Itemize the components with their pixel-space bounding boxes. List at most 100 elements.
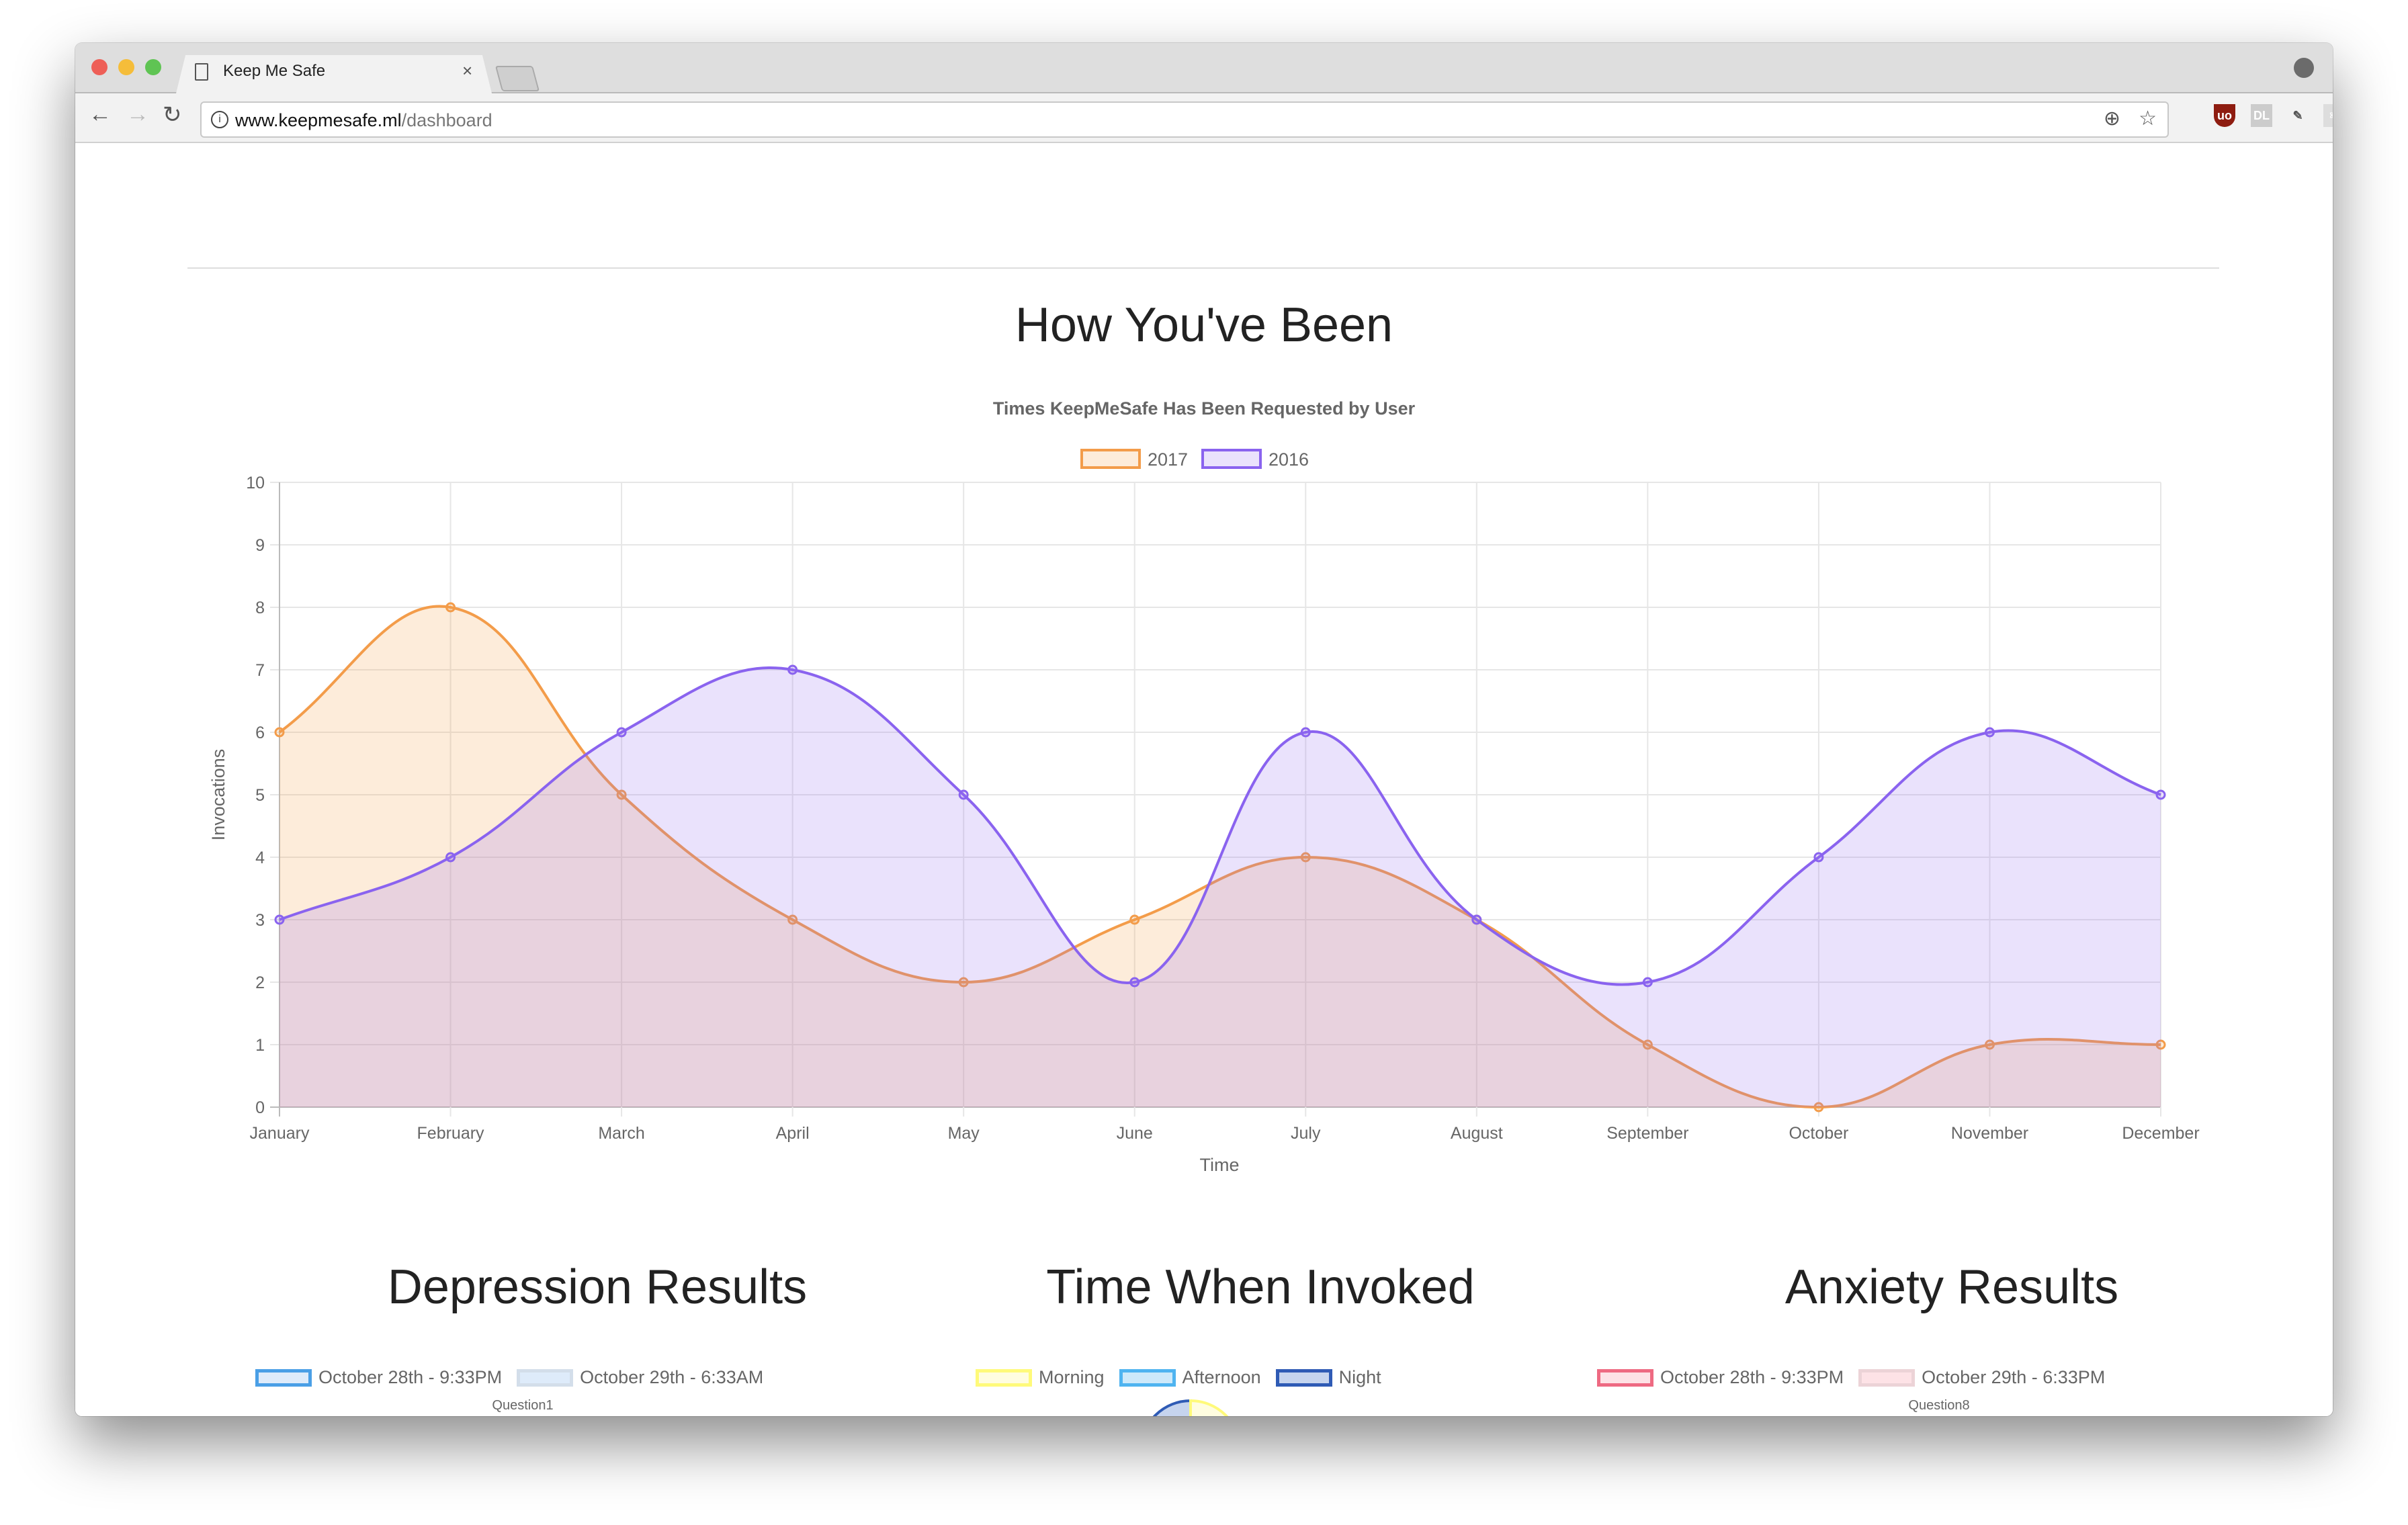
new-tab-button[interactable] [494, 66, 540, 91]
divider [187, 267, 2219, 269]
pie-slice-morning[interactable] [1189, 1399, 1240, 1416]
legend-label[interactable]: October 28th - 9:33PM [1660, 1367, 1844, 1387]
y-tick-label: 6 [255, 724, 265, 742]
legend-label[interactable]: October 29th - 6:33PM [1922, 1367, 2106, 1387]
y-tick-label: 3 [255, 911, 265, 930]
y-axis-label: Invocations [208, 749, 228, 841]
dl-icon[interactable]: DL [2251, 104, 2272, 127]
close-window-button[interactable] [91, 59, 108, 75]
document-icon [195, 63, 208, 81]
minimize-window-button[interactable] [118, 59, 134, 75]
y-tick-label: 1 [255, 1036, 265, 1055]
x-axis-label: Time [1200, 1155, 1240, 1175]
data-point-2016 [1813, 852, 1824, 863]
zoom-icon[interactable]: ⊕ [2103, 107, 2120, 130]
x-tick-label: September [1606, 1124, 1688, 1143]
back-button[interactable]: ← [89, 101, 112, 127]
chart-title: Times KeepMeSafe Has Been Requested by U… [993, 398, 1416, 419]
x-tick-label: April [776, 1124, 810, 1143]
legend-label[interactable]: Morning [1039, 1367, 1105, 1387]
anxiety-results-heading: Anxiety Results [1784, 1260, 2119, 1314]
legend-label[interactable]: Night [1338, 1367, 1381, 1387]
legend-swatch-2017 [1080, 449, 1141, 469]
address-bar[interactable]: i www.keepmesafe.ml/dashboard ⊕ ☆ [200, 101, 2169, 138]
data-point-2017 [445, 602, 456, 613]
depression-results-heading: Depression Results [387, 1260, 808, 1314]
data-point-2017 [958, 977, 969, 988]
legend-swatch[interactable] [255, 1368, 312, 1387]
x-tick-label: October [1789, 1124, 1848, 1143]
data-point-2016 [1129, 977, 1140, 988]
y-tick-label: 5 [255, 786, 265, 805]
y-tick-label: 4 [255, 848, 265, 867]
bookmark-star-icon[interactable]: ☆ [2139, 107, 2157, 130]
y-tick-label: 0 [255, 1098, 265, 1117]
legend-label[interactable]: Afternoon [1182, 1367, 1261, 1387]
x-tick-label: November [1951, 1124, 2028, 1143]
legend-swatch[interactable] [517, 1368, 574, 1387]
line-2016 [279, 666, 2161, 986]
data-point-2017 [1300, 852, 1311, 863]
data-point-2016 [1300, 727, 1311, 738]
info-icon[interactable]: i [211, 111, 228, 128]
legend-label[interactable]: October 29th - 6:33AM [580, 1367, 764, 1387]
time-when-invoked-heading: Time When Invoked [1046, 1260, 1475, 1314]
y-tick-label: 7 [255, 661, 265, 680]
browser-window: Keep Me Safe × ← → ↻ i www.keepmesafe.ml… [75, 43, 2333, 1416]
react-devtools-icon[interactable]: ⚛ [2323, 104, 2333, 127]
ublock-icon[interactable]: uo [2214, 104, 2235, 127]
x-tick-label: March [598, 1124, 644, 1143]
chart-series [274, 602, 2166, 1113]
tab-keep-me-safe[interactable] [176, 55, 492, 93]
anxiety-legend: October 28th - 9:33PM October 29th - 6:3… [1597, 1367, 2120, 1388]
url-path: /dashboard [401, 110, 492, 130]
y-tick-label: 8 [255, 599, 265, 617]
legend-label[interactable]: October 28th - 9:33PM [318, 1367, 503, 1387]
y-tick-label: 9 [255, 536, 265, 555]
data-point-2016 [1471, 914, 1482, 925]
chart-ticks: 0 1 2 3 4 5 6 7 8 9 10 January February March April May… [246, 474, 2199, 1143]
eyedropper-icon[interactable]: ✎ [2292, 109, 2303, 122]
maximize-window-button[interactable] [145, 59, 161, 75]
y-tick-label: 2 [255, 973, 265, 992]
legend-swatch[interactable] [1119, 1368, 1176, 1387]
y-tick-label: 10 [246, 474, 265, 492]
legend-swatch[interactable] [1275, 1368, 1332, 1387]
area-fill-2017 [280, 606, 2161, 1107]
area-fill-2016 [280, 667, 2161, 1107]
data-point-2017 [1984, 1039, 1995, 1050]
forward-button[interactable]: → [126, 101, 149, 127]
depression-axis-label: Question1 [492, 1398, 554, 1413]
legend-swatch[interactable] [1597, 1368, 1653, 1387]
x-tick-label: December [2122, 1124, 2199, 1143]
tab-close-button[interactable]: × [462, 60, 473, 81]
chart-legend: 2017 2016 [1080, 449, 1309, 470]
pie-slice-night[interactable] [1141, 1399, 1192, 1416]
chart-grid [270, 482, 2161, 1117]
legend-swatch[interactable] [976, 1368, 1032, 1387]
line-chart: Times KeepMeSafe Has Been Requested by U… [208, 398, 2200, 1175]
url-text[interactable]: www.keepmesafe.ml/dashboard [235, 110, 492, 131]
data-point-2016 [616, 727, 627, 738]
x-tick-label: July [1291, 1124, 1321, 1143]
x-tick-label: June [1117, 1124, 1153, 1143]
browser-toolbar: ← → ↻ i www.keepmesafe.ml/dashboard ⊕ ☆ … [75, 93, 2333, 143]
reload-button[interactable]: ↻ [163, 102, 182, 128]
data-point-2016 [445, 852, 456, 863]
data-point-2017 [1813, 1102, 1824, 1113]
x-tick-label: February [417, 1124, 485, 1143]
data-point-2016 [1642, 977, 1653, 988]
url-host: www.keepmesafe.ml [235, 110, 402, 130]
data-point-2017 [2155, 1039, 2166, 1050]
x-tick-label: August [1451, 1124, 1503, 1143]
data-point-2016 [958, 789, 969, 800]
data-point-2017 [274, 727, 285, 738]
anxiety-axis-label: Question8 [1908, 1398, 1970, 1413]
legend-swatch[interactable] [1858, 1368, 1916, 1387]
data-point-2017 [1642, 1039, 1653, 1050]
tab-bar: Keep Me Safe × [75, 43, 2333, 93]
profile-icon[interactable] [2294, 58, 2314, 78]
data-point-2017 [616, 789, 627, 800]
legend-label-2016: 2016 [1268, 449, 1309, 470]
page-heading: How You've Been [1015, 298, 1393, 352]
